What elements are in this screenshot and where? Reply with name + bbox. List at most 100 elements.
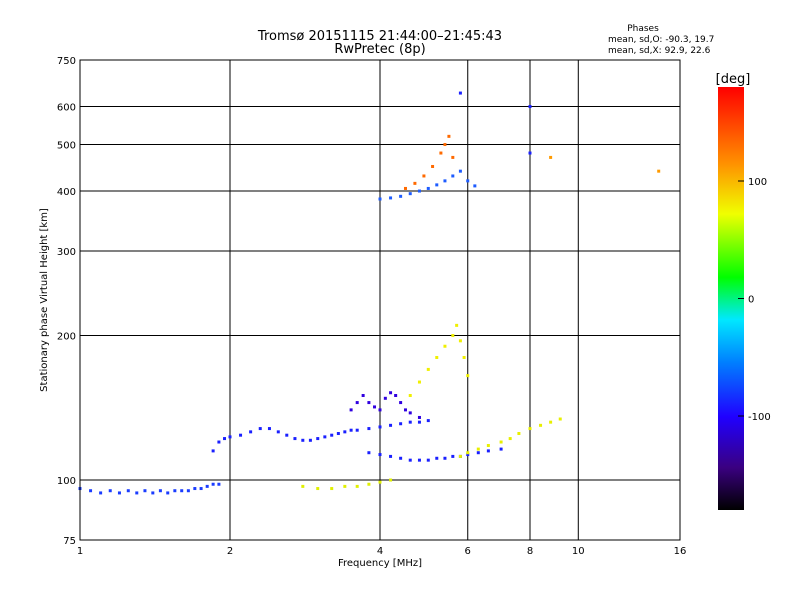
data-point (558, 417, 562, 421)
data-point (186, 489, 190, 493)
y-tick-label: 75 (63, 536, 76, 547)
y-tick-label: 400 (57, 187, 76, 198)
data-point (211, 449, 215, 453)
data-point (308, 438, 312, 442)
data-point (367, 401, 371, 405)
data-point (508, 437, 512, 441)
x-tick-labels: 1 2 4 6 8 10 16 (77, 546, 687, 557)
data-point (301, 484, 305, 488)
data-point (151, 491, 155, 495)
colorbar-tick-label: 100 (748, 177, 767, 188)
data-point (330, 487, 334, 491)
data-point (166, 491, 170, 495)
data-point (455, 323, 459, 327)
data-point (239, 433, 243, 437)
stats-line-x: mean, sd,X: 92.9, 22.6 (608, 46, 711, 56)
data-point (399, 456, 403, 460)
data-point (528, 427, 532, 431)
data-point (89, 489, 93, 493)
data-point (399, 401, 403, 405)
x-tick-label: 6 (465, 546, 471, 557)
data-point (349, 408, 353, 412)
data-point (403, 186, 407, 190)
y-tick-label: 600 (57, 103, 76, 114)
data-point (99, 491, 103, 495)
data-point (173, 489, 177, 493)
data-point (355, 401, 359, 405)
colorbar-ticks: 100 0 -100 (738, 177, 771, 423)
data-point (399, 194, 403, 198)
data-point (408, 420, 412, 424)
data-point (435, 456, 439, 460)
x-tick-label: 1 (77, 546, 83, 557)
data-point (158, 489, 162, 493)
grid-lines (80, 60, 680, 540)
data-point (458, 339, 462, 343)
x-tick-label: 10 (572, 546, 585, 557)
data-point (389, 478, 393, 482)
data-point (431, 164, 435, 168)
data-point (443, 143, 447, 147)
data-point (367, 482, 371, 486)
data-point (126, 489, 130, 493)
data-point (323, 435, 327, 439)
data-point (378, 197, 382, 201)
data-point (528, 105, 532, 109)
data-point (355, 484, 359, 488)
data-point (199, 487, 203, 491)
chart-subtitle: RwPretec (8p) (334, 42, 425, 57)
data-point (301, 438, 305, 442)
data-point (426, 186, 430, 190)
data-point (417, 420, 421, 424)
data-point (426, 419, 430, 423)
data-point (389, 423, 393, 427)
data-point (367, 427, 371, 431)
data-point (343, 430, 347, 434)
data-point (408, 192, 412, 196)
data-point (426, 458, 430, 462)
data-point (499, 447, 503, 451)
data-point (330, 433, 334, 437)
plot-frame (79, 59, 681, 541)
data-point (293, 437, 297, 441)
data-point (316, 487, 320, 491)
data-point (389, 196, 393, 200)
data-point (439, 151, 443, 155)
data-point (205, 484, 209, 488)
data-point (435, 355, 439, 359)
data-point (486, 444, 490, 448)
data-point (549, 155, 553, 159)
data-point (458, 454, 462, 458)
data-point (451, 334, 455, 338)
data-point (443, 456, 447, 460)
data-point (180, 489, 184, 493)
stats-line-o: mean, sd,O: -90.3, 19.7 (608, 35, 714, 45)
data-point (443, 344, 447, 348)
data-point (549, 420, 553, 424)
data-point (285, 433, 289, 437)
data-point (361, 394, 365, 398)
data-point (403, 408, 407, 412)
data-point (108, 489, 112, 493)
data-point (458, 169, 462, 173)
data-point (417, 458, 421, 462)
data-point (343, 484, 347, 488)
data-point (466, 179, 470, 183)
data-point (258, 427, 262, 431)
data-point (473, 184, 477, 188)
data-point (413, 181, 417, 185)
data-point (378, 480, 382, 484)
data-point (408, 394, 412, 398)
data-point (476, 447, 480, 451)
data-point (355, 428, 359, 432)
data-point (267, 427, 271, 431)
data-point (135, 491, 139, 495)
data-point (143, 489, 147, 493)
data-point (408, 458, 412, 462)
data-point (417, 380, 421, 384)
data-point (486, 449, 490, 453)
data-point (223, 437, 227, 441)
data-point (193, 487, 197, 491)
y-tick-label: 500 (57, 141, 76, 152)
